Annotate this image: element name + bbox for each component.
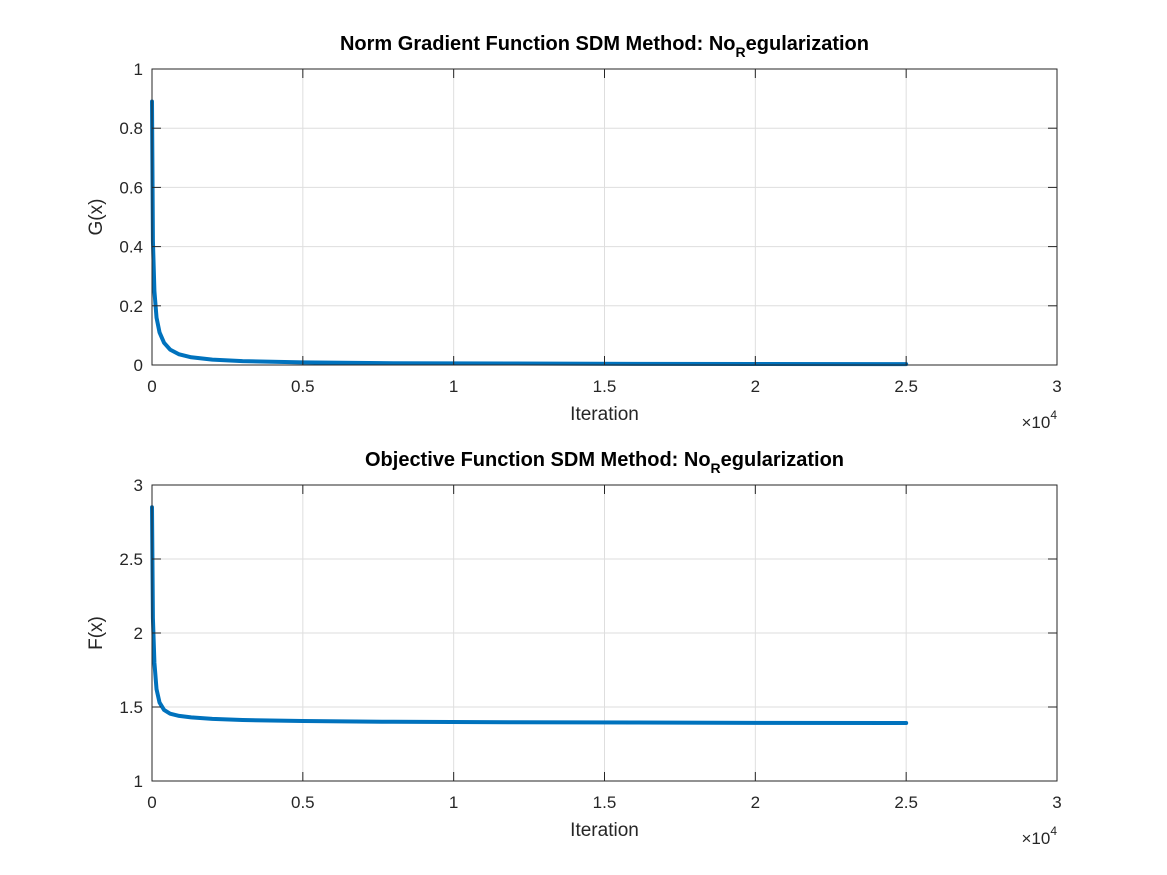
y-tick-label: 1.5 xyxy=(119,698,143,717)
x-axis-exponent-base: ×10 xyxy=(1021,413,1050,432)
x-tick-label: 1.5 xyxy=(593,377,617,396)
x-tick-label: 3 xyxy=(1052,377,1061,396)
x-tick-label: 3 xyxy=(1052,793,1061,812)
top-plot-gradient-norm: 0 0.5 1 1.5 2 2.5 3 0 0.2 0.4 0.6 0.8 1 Norm Gradient… xyxy=(86,33,1062,432)
plot-title-tail: egularization xyxy=(746,33,869,55)
x-axis-exponent: ×104 xyxy=(1021,824,1057,848)
y-tick-label: 1 xyxy=(134,60,143,79)
y-tick-label: 2 xyxy=(134,624,143,643)
y-axis-label: F(x) xyxy=(86,616,107,650)
x-tick-label: 0.5 xyxy=(291,377,315,396)
y-tick-label: 1 xyxy=(134,772,143,791)
plot-title: Objective Function SDM Method: NoRegular… xyxy=(365,449,844,476)
y-tick-label: 3 xyxy=(134,476,143,495)
series-line xyxy=(150,99,909,367)
y-axis-label: G(x) xyxy=(86,199,107,236)
bottom-plot-objective-function: 0 0.5 1 1.5 2 2.5 3 1 1.5 2 2.5 3 Objective Function… xyxy=(86,449,1062,848)
plot-title: Norm Gradient Function SDM Method: NoReg… xyxy=(340,33,869,60)
x-axis-label: Iteration xyxy=(570,404,639,425)
x-tick-label: 2 xyxy=(751,377,760,396)
y-tick-label: 2.5 xyxy=(119,550,143,569)
x-axis-exponent-power: 4 xyxy=(1050,408,1057,422)
y-tick-label: 0.2 xyxy=(119,297,143,316)
x-axis-exponent: ×104 xyxy=(1021,408,1057,432)
x-tick-label: 1.5 xyxy=(593,793,617,812)
plot-title-tail: egularization xyxy=(721,449,844,471)
x-tick-label: 0.5 xyxy=(291,793,315,812)
y-tick-label: 0.8 xyxy=(119,119,143,138)
plot-title-main: Norm Gradient Function SDM Method: No xyxy=(340,33,736,55)
y-tick-label: 0.4 xyxy=(119,238,143,257)
x-axis-label: Iteration xyxy=(570,820,639,841)
plot-title-subscript: R xyxy=(736,44,746,60)
series-line xyxy=(150,505,909,725)
y-tick-label: 0 xyxy=(134,356,143,375)
plot-title-subscript: R xyxy=(711,460,721,476)
x-tick-label: 1 xyxy=(449,377,458,396)
x-tick-label: 2.5 xyxy=(894,377,918,396)
x-axis-exponent-base: ×10 xyxy=(1021,829,1050,848)
x-tick-label: 2 xyxy=(751,793,760,812)
x-tick-label: 1 xyxy=(449,793,458,812)
x-axis-exponent-power: 4 xyxy=(1050,824,1057,838)
y-tick-label: 0.6 xyxy=(119,178,143,197)
x-tick-label: 0 xyxy=(147,793,156,812)
x-tick-label: 2.5 xyxy=(894,793,918,812)
x-tick-label: 0 xyxy=(147,377,156,396)
plot-title-main: Objective Function SDM Method: No xyxy=(365,449,711,471)
